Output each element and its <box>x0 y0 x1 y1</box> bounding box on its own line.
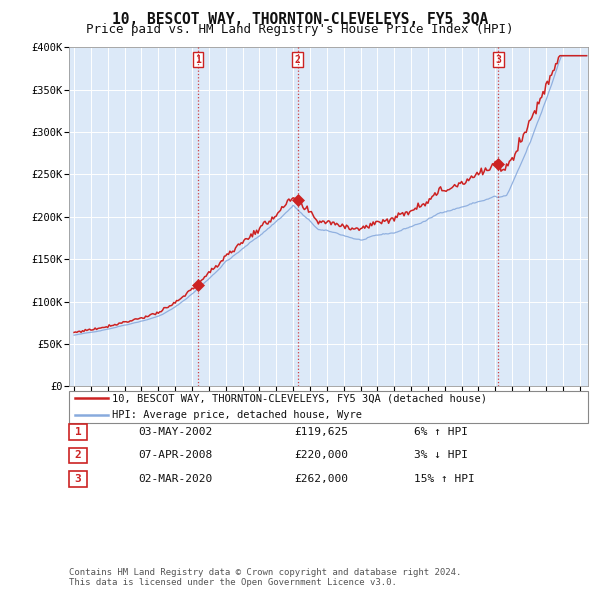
Text: 1: 1 <box>74 427 82 437</box>
Text: 2: 2 <box>295 55 301 65</box>
Text: 10, BESCOT WAY, THORNTON-CLEVELEYS, FY5 3QA (detached house): 10, BESCOT WAY, THORNTON-CLEVELEYS, FY5 … <box>112 394 487 403</box>
Text: 1: 1 <box>195 55 201 65</box>
Text: 15% ↑ HPI: 15% ↑ HPI <box>414 474 475 484</box>
Text: Price paid vs. HM Land Registry's House Price Index (HPI): Price paid vs. HM Land Registry's House … <box>86 23 514 36</box>
Text: 2: 2 <box>74 451 82 460</box>
Text: Contains HM Land Registry data © Crown copyright and database right 2024.
This d: Contains HM Land Registry data © Crown c… <box>69 568 461 587</box>
Text: 07-APR-2008: 07-APR-2008 <box>138 451 212 460</box>
Text: 3% ↓ HPI: 3% ↓ HPI <box>414 451 468 460</box>
Text: 02-MAR-2020: 02-MAR-2020 <box>138 474 212 484</box>
Text: 3: 3 <box>495 55 501 65</box>
Text: 3: 3 <box>74 474 82 484</box>
Text: 10, BESCOT WAY, THORNTON-CLEVELEYS, FY5 3QA: 10, BESCOT WAY, THORNTON-CLEVELEYS, FY5 … <box>112 12 488 27</box>
Text: 6% ↑ HPI: 6% ↑ HPI <box>414 427 468 437</box>
Text: £220,000: £220,000 <box>294 451 348 460</box>
Text: £119,625: £119,625 <box>294 427 348 437</box>
Text: HPI: Average price, detached house, Wyre: HPI: Average price, detached house, Wyre <box>112 411 362 420</box>
Text: 03-MAY-2002: 03-MAY-2002 <box>138 427 212 437</box>
Text: £262,000: £262,000 <box>294 474 348 484</box>
